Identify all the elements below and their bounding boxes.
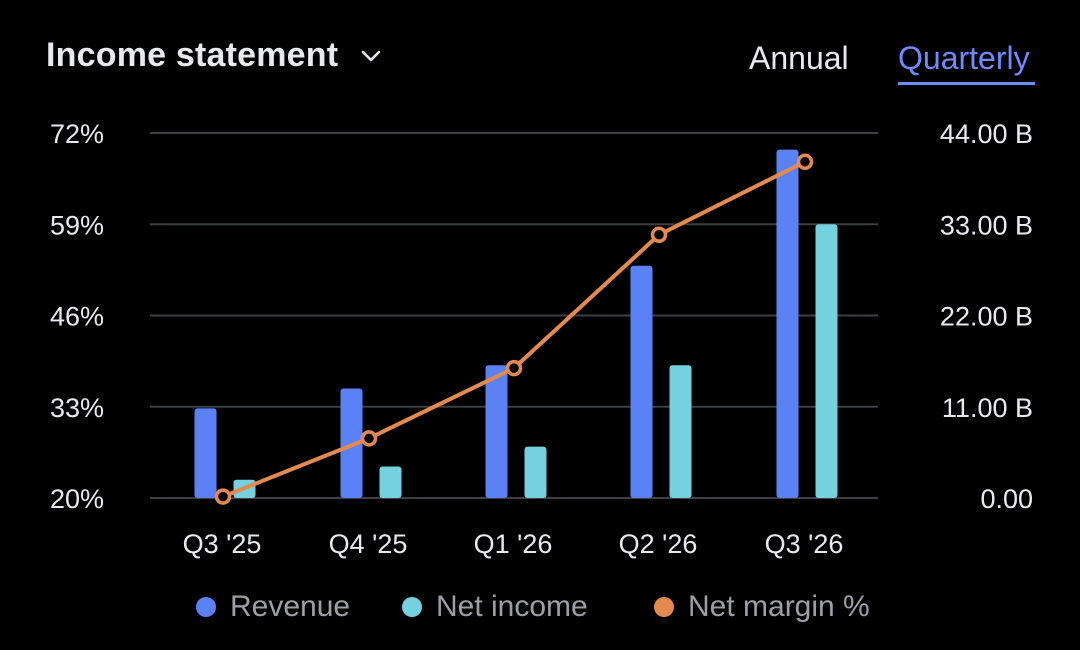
net-margin-point[interactable]	[214, 488, 232, 505]
right-axis-tick: 11.00 B	[942, 393, 1033, 423]
statement-type-dropdown[interactable]: Income statement	[46, 36, 382, 75]
chevron-down-icon	[361, 50, 381, 61]
legend-item-net-income[interactable]: Net income	[402, 590, 588, 624]
legend-dot-net-income	[402, 597, 422, 617]
income-chart: 72% 59% 46% 33% 20% 44.00 B 33.00 B 22.00 B 11.…	[50, 119, 1033, 559]
chart-legend: Revenue Net income Net margin %	[0, 590, 1080, 630]
bar-net-income[interactable]	[379, 466, 402, 498]
net-margin-point[interactable]	[505, 359, 523, 377]
left-axis: 72% 59% 46% 33% 20%	[50, 119, 104, 514]
net-margin-line-path	[221, 159, 807, 499]
x-axis-tick: Q1 '26	[474, 529, 553, 559]
x-axis: Q3 '25 Q4 '25 Q1 '26 Q2 '26 Q3 '26	[183, 529, 844, 559]
chart-title: Income statement	[46, 36, 339, 74]
chart-header: Income statement Annual Quarterly	[0, 0, 1080, 110]
legend-label-net-margin: Net margin %	[688, 590, 870, 623]
net-margin-point[interactable]	[796, 153, 814, 171]
left-axis-tick: 33%	[50, 393, 104, 423]
legend-label-net-income: Net income	[436, 590, 588, 623]
x-axis-tick: Q4 '25	[329, 529, 408, 559]
right-axis-tick: 22.00 B	[940, 302, 1033, 332]
tab-quarterly[interactable]: Quarterly	[898, 40, 1030, 76]
net-margin-point[interactable]	[650, 226, 668, 244]
bar-net-income[interactable]	[524, 446, 547, 498]
bars	[194, 149, 838, 498]
bar-net-income[interactable]	[669, 365, 692, 498]
legend-dot-revenue	[196, 597, 216, 617]
bar-net-income[interactable]	[815, 224, 838, 498]
left-axis-tick: 20%	[50, 484, 104, 514]
right-axis: 44.00 B 33.00 B 22.00 B 11.00 B 0.00	[940, 119, 1033, 514]
left-axis-tick: 46%	[50, 302, 104, 332]
net-margin-line	[214, 153, 814, 505]
x-axis-tick: Q2 '26	[619, 529, 698, 559]
x-axis-tick: Q3 '25	[183, 529, 262, 559]
bar-revenue[interactable]	[485, 365, 508, 498]
bar-revenue[interactable]	[776, 149, 799, 498]
legend-dot-net-margin	[654, 597, 674, 617]
legend-item-net-margin[interactable]: Net margin %	[654, 590, 870, 624]
bar-revenue[interactable]	[630, 265, 653, 498]
tab-annual[interactable]: Annual	[749, 40, 849, 76]
right-axis-tick: 0.00	[980, 484, 1033, 514]
left-axis-tick: 72%	[50, 119, 104, 149]
right-axis-tick: 33.00 B	[940, 210, 1033, 240]
x-axis-tick: Q3 '26	[765, 529, 844, 559]
bar-revenue[interactable]	[194, 408, 217, 498]
left-axis-tick: 59%	[50, 210, 104, 240]
legend-item-revenue[interactable]: Revenue	[196, 590, 350, 624]
net-margin-point[interactable]	[360, 430, 378, 447]
tab-quarterly-underline	[898, 82, 1035, 85]
legend-label-revenue: Revenue	[230, 590, 351, 623]
grid-lines	[150, 132, 878, 499]
right-axis-tick: 44.00 B	[940, 119, 1033, 149]
